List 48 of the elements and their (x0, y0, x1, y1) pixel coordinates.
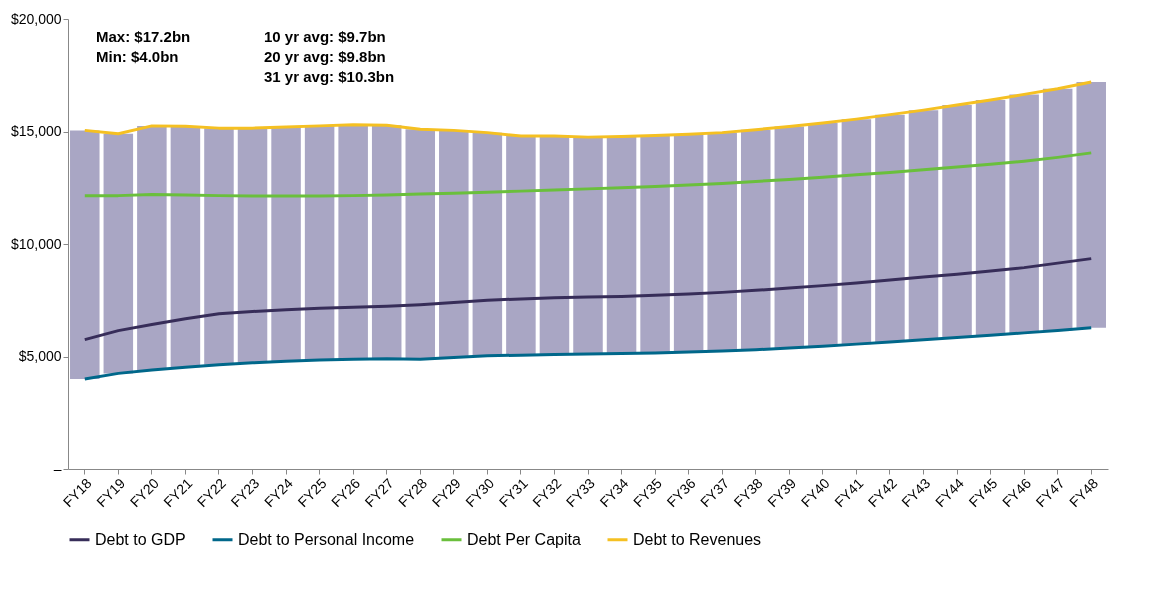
bar (271, 127, 301, 362)
bar (1009, 94, 1039, 333)
bar (707, 132, 737, 352)
line-series (83, 151, 1093, 198)
bar (103, 133, 134, 374)
annotation: 20 yr avg: $9.8bn (264, 48, 386, 65)
bar (841, 119, 872, 345)
bar (774, 126, 805, 348)
legend-label: Debt to GDP (95, 530, 186, 548)
annotation: 10 yr avg: $9.7bn (264, 28, 386, 45)
line-series (83, 326, 1093, 381)
annotation: Min: $4.0bn (96, 48, 179, 65)
y-tick-label: $15,000 (10, 123, 62, 139)
bar (170, 126, 201, 368)
bar (137, 125, 167, 370)
bar (740, 129, 771, 350)
bar (338, 124, 368, 360)
line-series (83, 257, 1093, 342)
bar (304, 125, 335, 361)
bar (405, 129, 436, 360)
annotation: 31 yr avg: $10.3bn (264, 68, 395, 85)
bar (673, 134, 704, 352)
legend-label: Debt to Revenues (633, 530, 762, 548)
bar (606, 136, 637, 354)
bar (875, 114, 905, 343)
bar (371, 125, 402, 359)
bar (640, 135, 670, 353)
bar (237, 128, 268, 363)
bar (1076, 82, 1106, 328)
bar (1042, 88, 1073, 331)
y-tick-label: $10,000 (10, 235, 62, 252)
bar (204, 128, 234, 365)
bar (506, 136, 536, 356)
bar (942, 104, 972, 338)
bar (70, 130, 100, 379)
bar (573, 137, 603, 355)
annotation: Max: $17.2bn (96, 28, 191, 45)
legend-label: Debt to Personal Income (238, 530, 415, 548)
y-tick-label: $20,000 (10, 10, 62, 27)
legend-label: Debt Per Capita (467, 530, 581, 548)
bar (539, 136, 570, 355)
bar (439, 130, 469, 358)
y-tick-label: $5,000 (18, 348, 62, 364)
bar (808, 122, 838, 347)
bar (975, 100, 1006, 336)
bar (908, 110, 939, 340)
y-tick-label: – (53, 460, 62, 477)
bar (472, 132, 503, 356)
